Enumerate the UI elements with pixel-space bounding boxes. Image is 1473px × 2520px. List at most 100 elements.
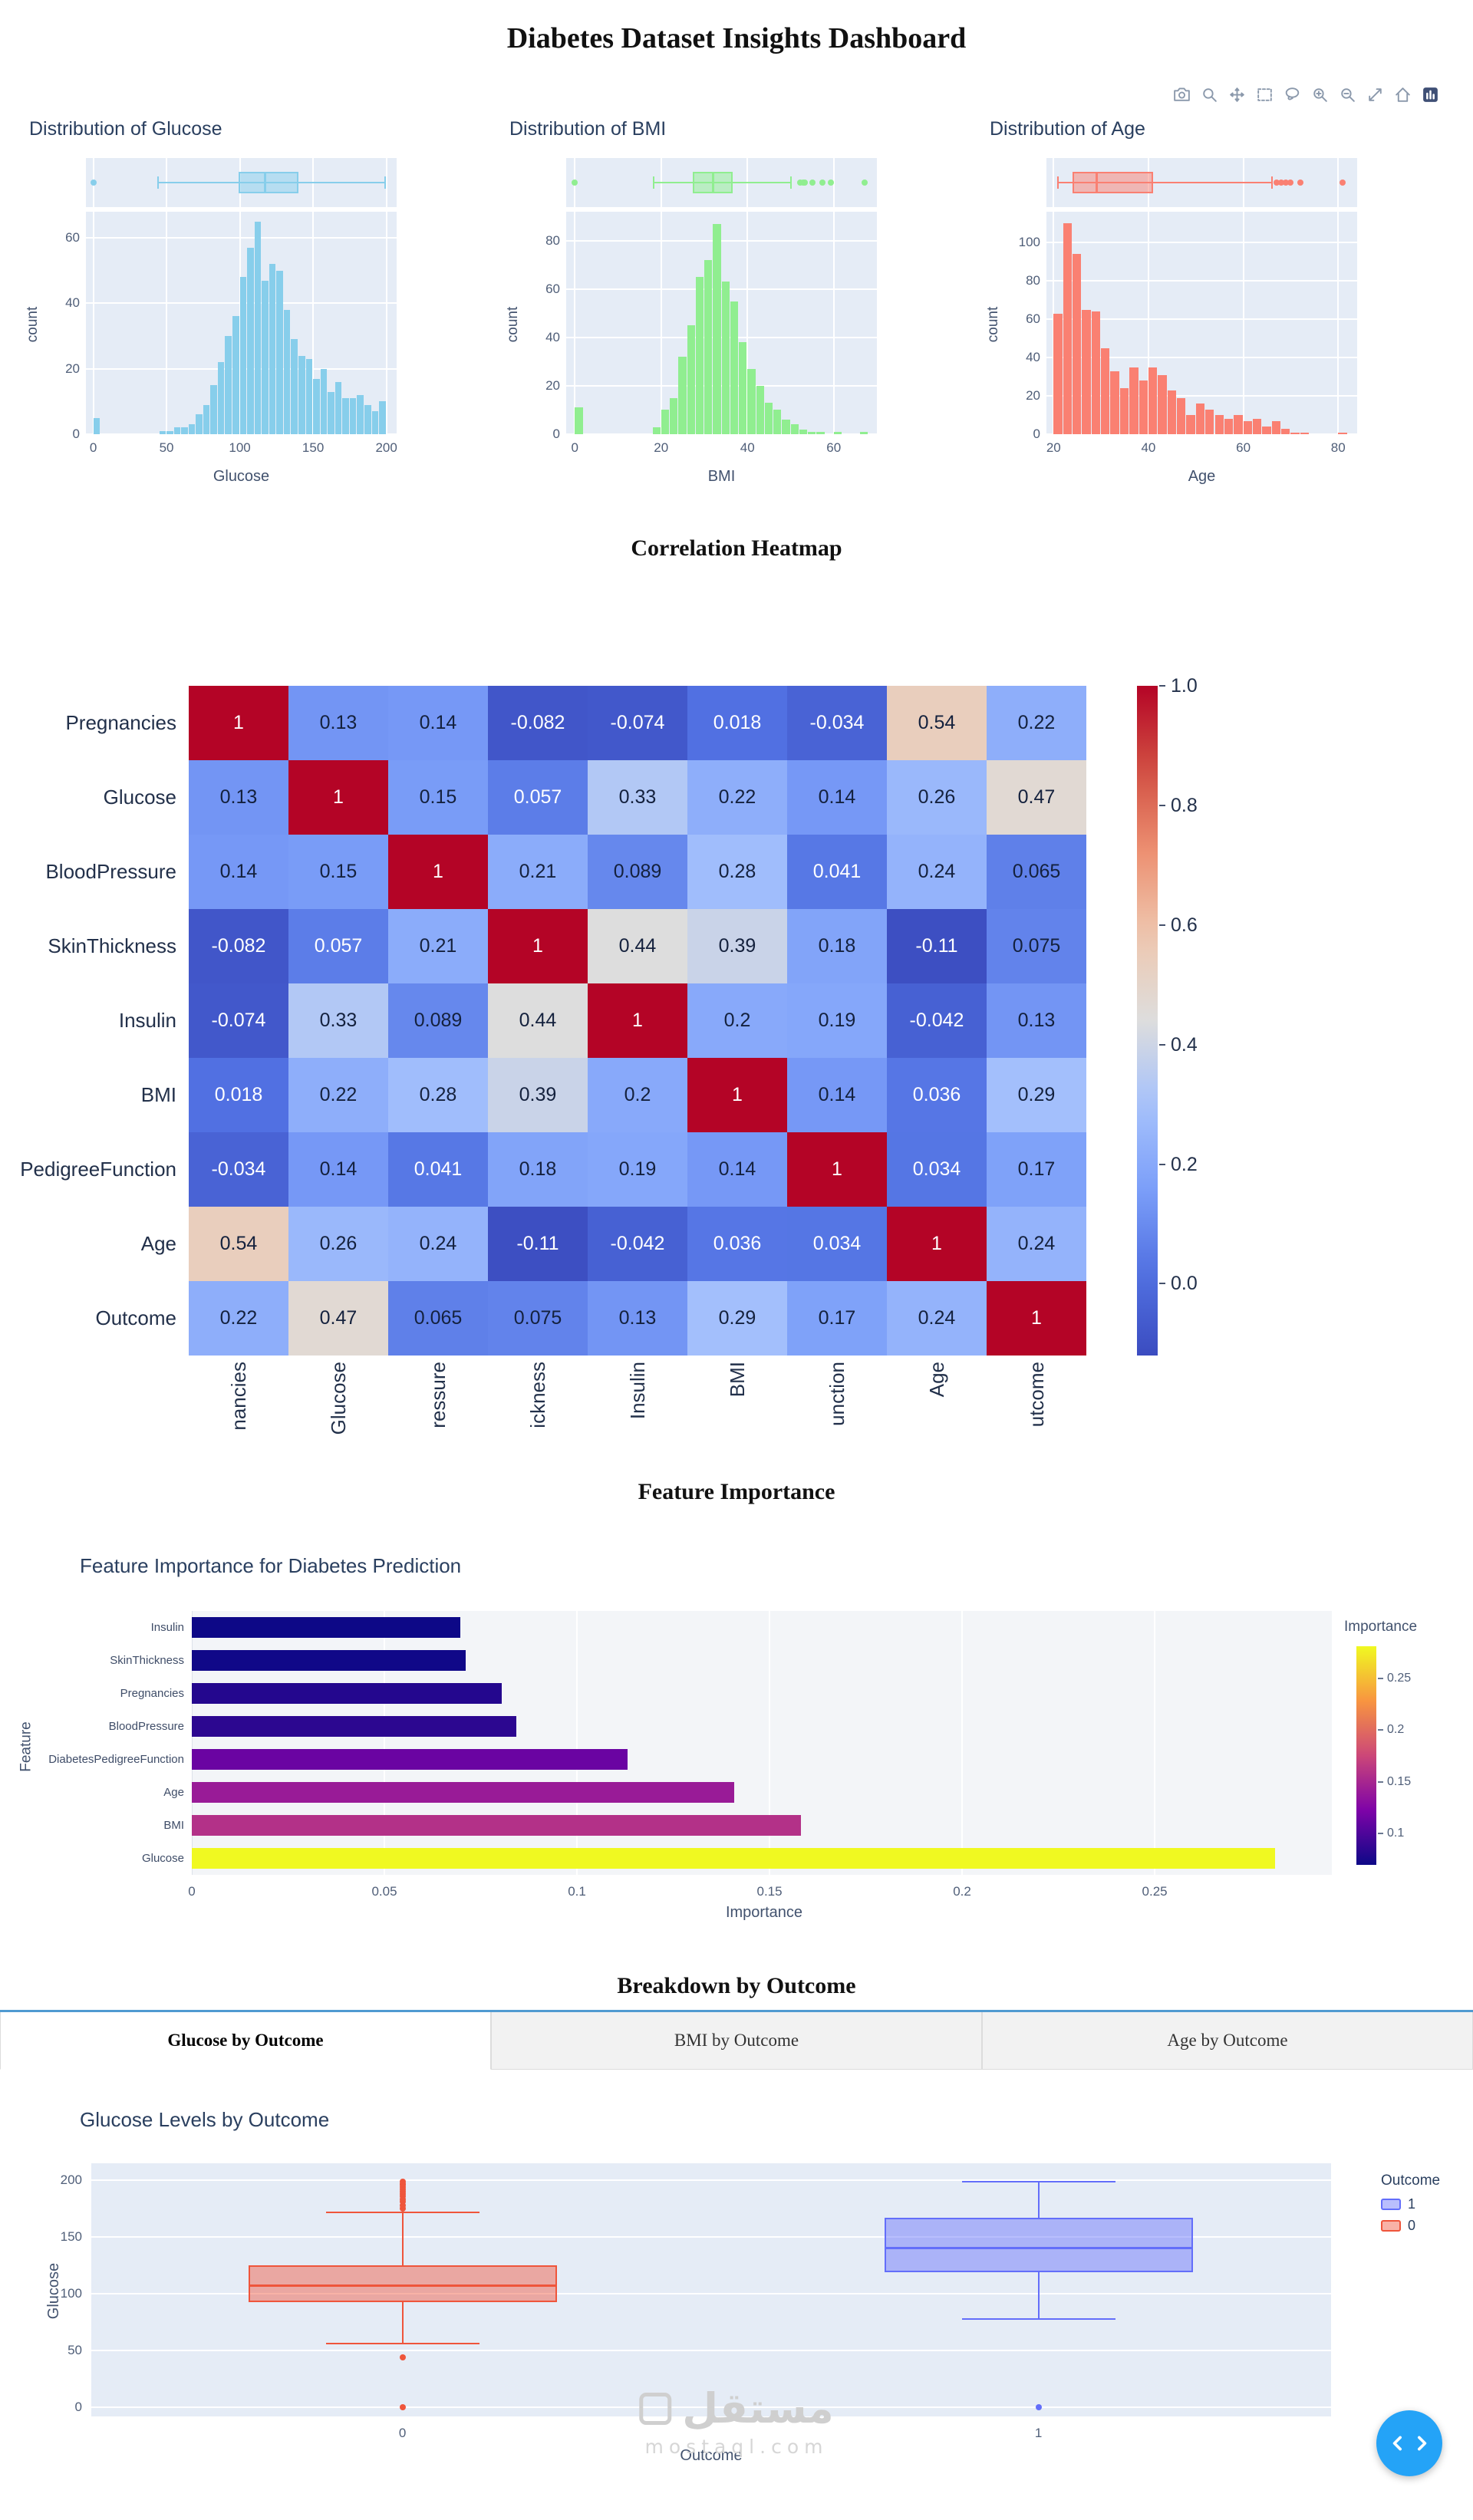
outlier-dot (399, 2178, 406, 2185)
heatmap-cell: 0.24 (887, 1281, 987, 1356)
colorbar-tick (1378, 1780, 1383, 1783)
x-tick-label: 80 (1330, 440, 1346, 455)
histogram-bar (298, 355, 305, 434)
heatmap-cell: 0.29 (687, 1281, 787, 1356)
marginal-box-subplot[interactable] (1046, 158, 1357, 207)
heatmap-cell: 0.15 (288, 835, 388, 909)
x-tick-label: 0.2 (953, 1884, 971, 1899)
heatmap-cell: 0.075 (987, 909, 1086, 983)
tab-label: Age by Outcome (1167, 2031, 1288, 2050)
x-tick-label: 0 (89, 440, 97, 455)
y-tick-label: 150 (60, 2229, 82, 2245)
y-tick-label: 40 (1026, 350, 1040, 364)
colorbar-tick (1159, 1283, 1165, 1285)
heatmap-cell: 0.29 (987, 1058, 1086, 1132)
heatmap-row-label: Insulin (118, 1009, 176, 1032)
heatmap-cell: 0.19 (787, 983, 887, 1058)
histogram-bar (159, 430, 166, 434)
histogram-plot-area[interactable] (1046, 212, 1357, 434)
tab-glucose-by-outcome[interactable]: Glucose by Outcome (0, 2012, 491, 2070)
heatmap-cell: 0.018 (189, 1058, 288, 1132)
heatmap-cell: 0.089 (588, 835, 687, 909)
histogram-bar (254, 221, 262, 434)
y-tick-label: 60 (1026, 311, 1040, 326)
x-axis-title: Age (1188, 468, 1216, 485)
reset-axes-icon[interactable] (1392, 84, 1413, 105)
histogram-bar (328, 391, 334, 434)
histogram-bar (247, 247, 254, 434)
importance-bar (192, 1650, 466, 1671)
y-tick-label: 60 (65, 230, 80, 245)
chart-title: Feature Importance for Diabetes Predicti… (80, 1554, 462, 1577)
gridline (832, 212, 835, 434)
heatmap-grid[interactable]: Pregnancies 1 0.13 0.14 -0.082 -0.074 0.018 -0.… (0, 686, 1473, 1356)
histogram-bar (364, 404, 371, 434)
histogram-bar (203, 404, 210, 434)
tab-bmi-by-outcome[interactable]: BMI by Outcome (491, 2012, 982, 2070)
histogram-plot-area[interactable] (86, 212, 397, 434)
colorbar-gradient (1137, 686, 1158, 1356)
box-rect (248, 2265, 557, 2302)
heatmap-cell: 0.24 (987, 1207, 1086, 1281)
floating-nav-button[interactable] (1376, 2410, 1442, 2476)
heatmap-cell: 1 (488, 909, 588, 983)
lasso-select-icon[interactable] (1282, 84, 1303, 105)
heatmap-cell: -0.034 (189, 1132, 288, 1207)
plotly-logo-icon[interactable] (1420, 84, 1441, 105)
heatmap-row-label: BloodPressure (45, 860, 176, 883)
histogram-bar (1234, 415, 1243, 434)
distribution-charts-row: Distribution of Glucose count Glucose 0 5… (11, 115, 1452, 499)
histogram-bar (1073, 254, 1082, 434)
legend-item-outcome-0[interactable]: 0 (1381, 2218, 1440, 2234)
heatmap-cell: -0.082 (189, 909, 288, 983)
chart-title: Distribution of Glucose (29, 118, 222, 140)
heatmap-cell: 1 (288, 760, 388, 835)
colorbar-tick (1159, 804, 1165, 806)
zoom-icon[interactable] (1199, 84, 1220, 105)
histogram-bar (225, 336, 232, 434)
histogram-bar (93, 417, 101, 434)
x-tick-label: 0 (571, 440, 578, 455)
outlier-dot (1273, 180, 1280, 186)
legend-label: 0 (1408, 2218, 1416, 2233)
whisker-cap (1270, 176, 1273, 189)
correlation-heatmap: Pregnancies 1 0.13 0.14 -0.082 -0.074 0.018 -0.… (0, 675, 1473, 1468)
colorbar-tick-label: 0.15 (1387, 1774, 1412, 1788)
histogram-bar (1082, 309, 1091, 434)
gridline (91, 2236, 1331, 2238)
heatmap-cell: 0.26 (288, 1207, 388, 1281)
legend-item-outcome-1[interactable]: 1 (1381, 2196, 1440, 2212)
box-plot-area[interactable] (91, 2163, 1331, 2416)
histogram-bar (652, 427, 661, 434)
zoom-in-icon[interactable] (1310, 84, 1330, 105)
histogram-plot-area[interactable] (566, 212, 877, 434)
y-tick-label: 0 (74, 2400, 82, 2415)
plot-column: Glucose 0 50 100 150 200 0 20 40 60 (65, 158, 397, 496)
y-tick-label: Glucose (141, 1851, 184, 1865)
histogram-bar (349, 398, 357, 434)
heatmap-colorbar: 1.0 0.8 0.6 0.4 0.2 0.0 (1137, 675, 1198, 1356)
histogram-bar (1338, 432, 1347, 434)
box-select-icon[interactable] (1254, 84, 1275, 105)
histogram-bar (695, 277, 704, 434)
autoscale-icon[interactable] (1365, 84, 1386, 105)
x-tick-label: 60 (1236, 440, 1251, 455)
tab-age-by-outcome[interactable]: Age by Outcome (982, 2012, 1473, 2070)
heatmap-cell: 0.14 (189, 835, 288, 909)
colorbar-title: Importance (1344, 1619, 1418, 1635)
pan-icon[interactable] (1227, 84, 1247, 105)
y-tick-label: 20 (65, 361, 80, 376)
marginal-box-subplot[interactable] (566, 158, 877, 207)
histogram-bar (764, 403, 773, 434)
heatmap-cell: 0.28 (388, 1058, 488, 1132)
x-tick-label: 0.05 (371, 1884, 397, 1899)
bar-plot-area[interactable] (192, 1611, 1332, 1875)
heatmap-cell: 0.54 (887, 686, 987, 760)
outlier-dot (1340, 180, 1346, 186)
box-rect (884, 2218, 1193, 2273)
colorbar-gradient (1356, 1646, 1376, 1865)
camera-icon[interactable] (1171, 84, 1192, 105)
zoom-out-icon[interactable] (1337, 84, 1358, 105)
marginal-box-subplot[interactable] (86, 158, 397, 207)
heatmap-cell: -0.074 (189, 983, 288, 1058)
